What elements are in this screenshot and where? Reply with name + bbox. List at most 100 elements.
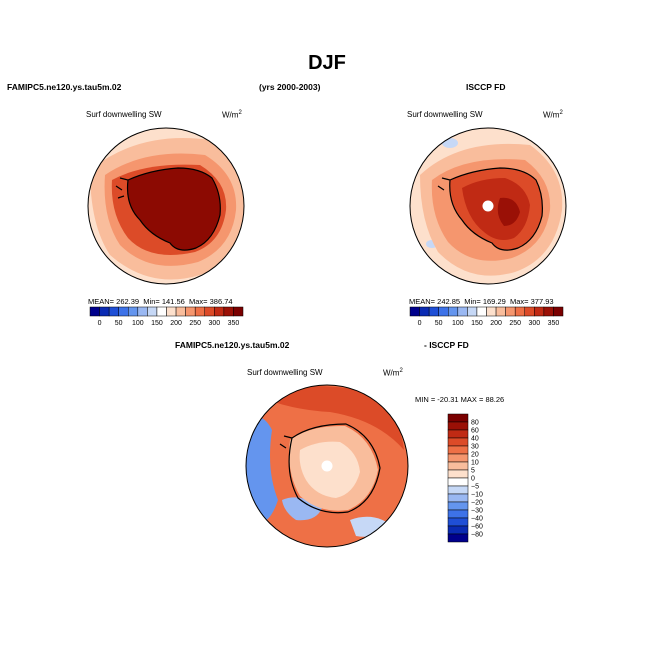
model-colorbar-tick-label: 0 xyxy=(98,320,102,327)
diff-colorbar-tick-label: −60 xyxy=(471,524,483,531)
diff-colorbar-tick-label: 40 xyxy=(471,436,479,443)
obs-colorbar-tick-label: 350 xyxy=(548,320,560,327)
model-stats: MEAN= 262.39 Min= 141.56 Max= 386.74 xyxy=(88,297,233,306)
diff-model-header: FAMIPC5.ne120.ys.tau5m.02 xyxy=(175,340,290,350)
diff-colorbar-swatch xyxy=(447,509,469,519)
model-map xyxy=(87,127,245,285)
obs-colorbar-swatch xyxy=(419,306,430,317)
obs-colorbar-swatch xyxy=(448,306,459,317)
diff-panel-label: Surf downwelling SW xyxy=(247,368,323,377)
obs-colorbar-swatch xyxy=(524,306,535,317)
diff-colorbar-tick-label: 30 xyxy=(471,444,479,451)
obs-colorbar-swatch xyxy=(467,306,478,317)
diff-field-neg-west xyxy=(246,416,278,523)
model-colorbar-swatch xyxy=(194,306,205,317)
diff-colorbar-swatch xyxy=(447,533,469,543)
obs-colorbar-tick-label: 50 xyxy=(435,320,443,327)
model-colorbar-swatch xyxy=(118,306,129,317)
model-colorbar-swatch xyxy=(223,306,234,317)
diff-colorbar-tick-label: −40 xyxy=(471,516,483,523)
obs-map xyxy=(409,127,567,285)
diff-colorbar-tick-label: 10 xyxy=(471,460,479,467)
model-colorbar-swatch xyxy=(99,306,110,317)
diff-pole-hole xyxy=(321,460,333,472)
diff-minmax: MIN = -20.31 MAX = 88.26 xyxy=(415,395,505,404)
diff-colorbar-swatch xyxy=(447,445,469,455)
years-header: (yrs 2000-2003) xyxy=(259,82,321,92)
model-colorbar-swatch xyxy=(185,306,196,317)
obs-colorbar-swatch xyxy=(428,306,439,317)
obs-colorbar-swatch xyxy=(553,306,564,317)
diff-colorbar-swatch xyxy=(447,421,469,431)
model-colorbar: 0 50 100 150 200 250 300 350 xyxy=(89,306,244,327)
diff-colorbar-swatch xyxy=(447,485,469,495)
figure-title: DJF xyxy=(308,52,346,74)
obs-stats: MEAN= 242.85 Min= 169.29 Max= 377.93 xyxy=(409,297,554,306)
model-colorbar-tick-label: 200 xyxy=(170,320,182,327)
obs-colorbar-swatch xyxy=(505,306,516,317)
diff-colorbar-tick-label: −5 xyxy=(471,484,479,491)
diff-colorbar-tick-label: 20 xyxy=(471,452,479,459)
model-colorbar-tick-label: 350 xyxy=(228,320,240,327)
model-case-header: FAMIPC5.ne120.ys.tau5m.02 xyxy=(7,82,122,92)
obs-colorbar-tick-label: 200 xyxy=(490,320,502,327)
model-colorbar-tick-label: 50 xyxy=(115,320,123,327)
diff-colorbar-tick-label: −80 xyxy=(471,532,483,539)
obs-field-core xyxy=(497,197,520,226)
diff-colorbar-swatch xyxy=(447,501,469,511)
diff-colorbar-tick-label: 60 xyxy=(471,428,479,435)
obs-colorbar-swatch xyxy=(438,306,449,317)
model-coastline xyxy=(115,167,221,251)
diff-colorbar-swatch xyxy=(447,477,469,487)
diff-field-pos-north xyxy=(255,386,404,450)
obs-header: ISCCP FD xyxy=(466,82,506,92)
model-colorbar-swatch xyxy=(175,306,186,317)
diff-map xyxy=(245,384,409,548)
obs-colorbar-tick-label: 100 xyxy=(452,320,464,327)
diff-colorbar-tick-label: −10 xyxy=(471,492,483,499)
diff-coastline xyxy=(279,423,381,514)
diff-colorbar-swatch xyxy=(447,413,469,423)
obs-colorbar-swatch xyxy=(543,306,554,317)
obs-colorbar-tick-label: 250 xyxy=(509,320,521,327)
obs-colorbar-swatch xyxy=(534,306,545,317)
obs-colorbar: 0 50 100 150 200 250 300 350 xyxy=(409,306,564,327)
model-field-core xyxy=(127,168,221,251)
model-colorbar-tick-label: 250 xyxy=(189,320,201,327)
model-colorbar-swatch xyxy=(108,306,119,317)
model-colorbar-tick-label: 300 xyxy=(208,320,220,327)
diff-colorbar-swatch xyxy=(447,461,469,471)
obs-colorbar-tick-label: 300 xyxy=(528,320,540,327)
model-colorbar-swatch xyxy=(89,306,100,317)
obs-panel-label: Surf downwelling SW xyxy=(407,110,483,119)
model-colorbar-swatch xyxy=(204,306,215,317)
diff-colorbar-swatch xyxy=(447,469,469,479)
model-colorbar-tick-label: 150 xyxy=(151,320,163,327)
obs-field-band-4 xyxy=(462,178,530,240)
diff-obs-header: - ISCCP FD xyxy=(424,340,469,350)
diff-colorbar-tick-label: 80 xyxy=(471,420,479,427)
model-panel-units: W/m2 xyxy=(222,110,242,120)
model-map-boundary xyxy=(87,127,245,285)
diff-colorbar-tick-label: 5 xyxy=(471,468,475,475)
model-colorbar-swatch xyxy=(166,306,177,317)
diff-panel-units: W/m2 xyxy=(383,368,403,378)
diff-colorbar-tick-label: −30 xyxy=(471,508,483,515)
obs-colorbar-swatch xyxy=(409,306,420,317)
diff-colorbar-swatch xyxy=(447,437,469,447)
model-panel-label: Surf downwelling SW xyxy=(86,110,162,119)
diff-colorbar-tick-label: 0 xyxy=(471,476,475,483)
diff-colorbar-swatch xyxy=(447,453,469,463)
obs-colorbar-swatch xyxy=(476,306,487,317)
obs-field-blue-patch-2 xyxy=(442,138,458,148)
obs-colorbar-swatch xyxy=(457,306,468,317)
obs-colorbar-tick-label: 150 xyxy=(471,320,483,327)
obs-colorbar-swatch xyxy=(486,306,497,317)
model-colorbar-swatch xyxy=(214,306,225,317)
model-colorbar-swatch xyxy=(233,306,244,317)
obs-colorbar-swatch xyxy=(514,306,525,317)
diff-colorbar-swatch xyxy=(447,429,469,439)
model-colorbar-swatch xyxy=(147,306,158,317)
